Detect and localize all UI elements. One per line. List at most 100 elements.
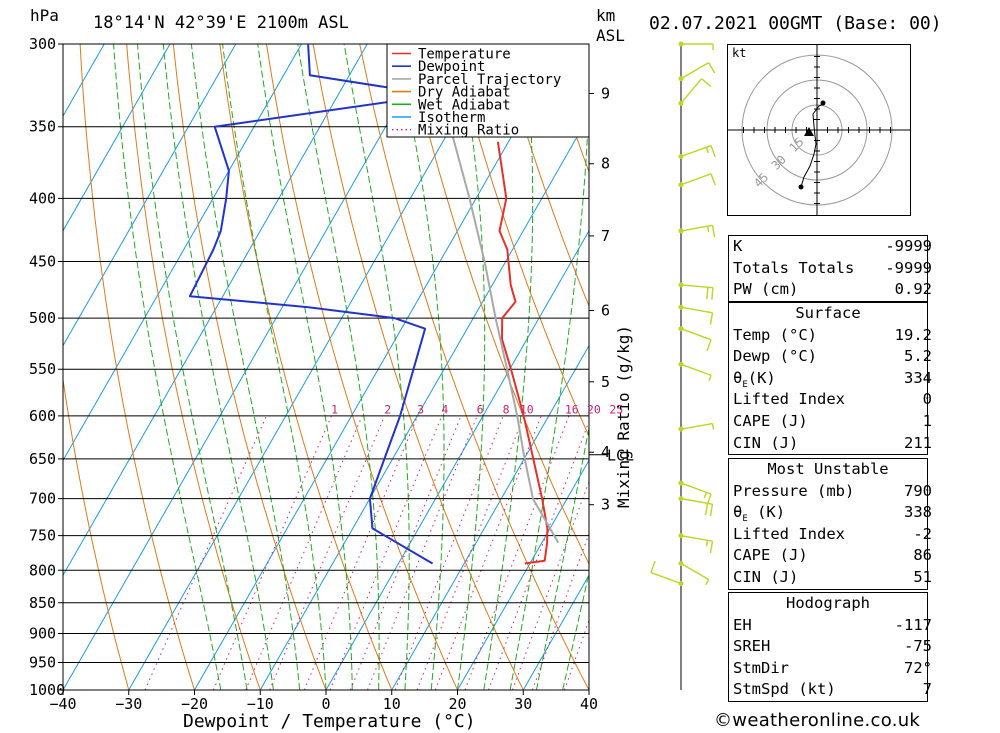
wind-barb <box>678 62 716 82</box>
legend-label: Dry Adiabat <box>418 85 511 101</box>
dry-adiabat-line <box>265 44 458 690</box>
general-index-row: Totals Totals -9999 <box>729 258 932 280</box>
wind-barb <box>678 144 716 160</box>
wet-adiabat-line <box>397 44 445 690</box>
surface-row: Lifted Index 0 <box>729 389 932 411</box>
dry-adiabat-line <box>452 44 589 438</box>
temperature-tick-label: −30 <box>115 695 142 713</box>
most-unstable-value: -2 <box>913 524 932 543</box>
wind-barb <box>678 496 714 517</box>
general-index-row: K -9999 <box>729 236 932 258</box>
mixing-ratio-line <box>416 415 525 690</box>
wind-barb <box>678 533 714 554</box>
mixing-ratio-line <box>434 415 542 690</box>
surface-label: CIN (J) <box>733 433 799 452</box>
km-tick-label: 6 <box>601 302 610 320</box>
temperature-tick-label: −10 <box>247 695 274 713</box>
km-tick-label: 8 <box>601 155 610 173</box>
hodograph-index-label: StmDir <box>733 658 789 677</box>
wet-adiabat-line <box>457 44 486 690</box>
most-unstable-value: 790 <box>904 481 932 500</box>
km-tick-label: 5 <box>601 373 610 391</box>
surface-row: CIN (J) 211 <box>729 433 932 455</box>
temperature-tick-label: 10 <box>383 695 401 713</box>
hodograph-index-title: Hodograph <box>786 594 870 612</box>
pressure-tick-label: 650 <box>29 450 56 468</box>
legend-label: Temperature <box>418 47 511 63</box>
isotherm-line <box>63 44 434 690</box>
temperature-tick-label: 40 <box>580 695 598 713</box>
most-unstable-label: θE (K) <box>733 503 786 525</box>
wet-adiabat-line <box>483 44 534 690</box>
dry-adiabat-line <box>219 44 393 690</box>
surface-label: Temp (°C) <box>733 325 817 344</box>
wet-adiabat-line <box>137 44 248 690</box>
wet-adiabat-line <box>113 44 222 690</box>
most-unstable-row: Lifted Index -2 <box>729 524 932 546</box>
most-unstable-label: CIN (J) <box>733 567 799 586</box>
mixing-ratio-label: 16 <box>565 403 579 417</box>
storm-motion-icon <box>804 127 814 136</box>
km-tick-label: 7 <box>601 227 610 245</box>
surface-value: 19.2 <box>894 325 932 344</box>
pressure-tick-label: 600 <box>29 407 56 425</box>
legend-label: Parcel Trajectory <box>418 72 561 88</box>
most-unstable-value: 51 <box>913 567 932 586</box>
km-tick-label: 4 <box>601 443 610 461</box>
mixing-ratio-label: 3 <box>417 403 424 417</box>
hodograph-indices-panel: Hodograph EH -117 SREH -75 StmDir 72° StmSpd (k… <box>728 592 932 702</box>
mixing-ratio-label: 8 <box>503 403 510 417</box>
general-indices-panel: K -9999 Totals Totals -9999 PW (cm) 0.92 <box>728 235 932 302</box>
pressure-tick-label: 800 <box>29 561 56 579</box>
km-unit-label: km <box>596 6 615 25</box>
date-title: 02.07.2021 00GMT (Base: 00) <box>649 13 942 34</box>
most-unstable-row: CIN (J) 51 <box>729 567 932 589</box>
mixing-ratio-axis-title: Mixing Ratio (g/kg) <box>614 325 633 508</box>
general-index-label: PW (cm) <box>733 280 799 299</box>
pressure-tick-label: 500 <box>29 309 56 327</box>
mixing-ratio-label: 2 <box>384 403 391 417</box>
wet-adiabat-line <box>588 687 589 690</box>
surface-row: Dewp (°C) 5.2 <box>729 346 932 368</box>
surface-label: Dewp (°C) <box>733 347 817 366</box>
wind-barb <box>678 304 714 325</box>
temperature-tick-label: 30 <box>514 695 532 713</box>
hodograph-index-row: EH -117 <box>729 615 932 637</box>
dry-adiabat-line <box>79 44 195 690</box>
dry-adiabat-line <box>499 44 589 308</box>
surface-label: Lifted Index <box>733 390 845 409</box>
isotherm-line <box>391 344 589 690</box>
temperature-tick-label: 0 <box>321 695 330 713</box>
temperature-series <box>496 141 549 565</box>
pressure-tick-label: 1000 <box>29 681 65 699</box>
pressure-tick-label: 300 <box>29 35 56 53</box>
isotherm-line <box>63 44 171 232</box>
wind-barb <box>678 41 714 50</box>
mixing-ratio-line <box>394 415 504 690</box>
mixing-ratio-line <box>367 415 478 690</box>
dry-adiabat-line <box>63 376 130 690</box>
hodograph-index-value: 72° <box>904 658 932 677</box>
isotherm-line <box>259 115 589 690</box>
general-index-label: K <box>733 237 743 255</box>
general-index-row: PW (cm) 0.92 <box>729 279 932 301</box>
surface-row: θE(K) 334 <box>729 368 932 390</box>
hodograph-index-label: SREH <box>733 637 771 656</box>
wind-barb <box>678 78 712 106</box>
hodograph-marker <box>798 184 804 190</box>
surface-value: 334 <box>904 368 932 387</box>
surface-title: Surface <box>795 304 861 322</box>
isotherm-line <box>522 574 589 690</box>
dry-adiabat-line <box>172 44 327 690</box>
pressure-tick-label: 400 <box>29 189 56 207</box>
dewpoint-series <box>188 44 438 565</box>
surface-row: CAPE (J) 1 <box>729 411 932 433</box>
most-unstable-value: 338 <box>904 503 932 522</box>
mixing-ratio-line <box>212 415 332 690</box>
legend-label: Dewpoint <box>418 59 485 75</box>
pressure-tick-label: 750 <box>29 527 56 545</box>
km-tick-label: 3 <box>601 496 610 514</box>
pressure-tick-label: 550 <box>29 360 56 378</box>
dry-adiabat-line <box>405 44 589 566</box>
